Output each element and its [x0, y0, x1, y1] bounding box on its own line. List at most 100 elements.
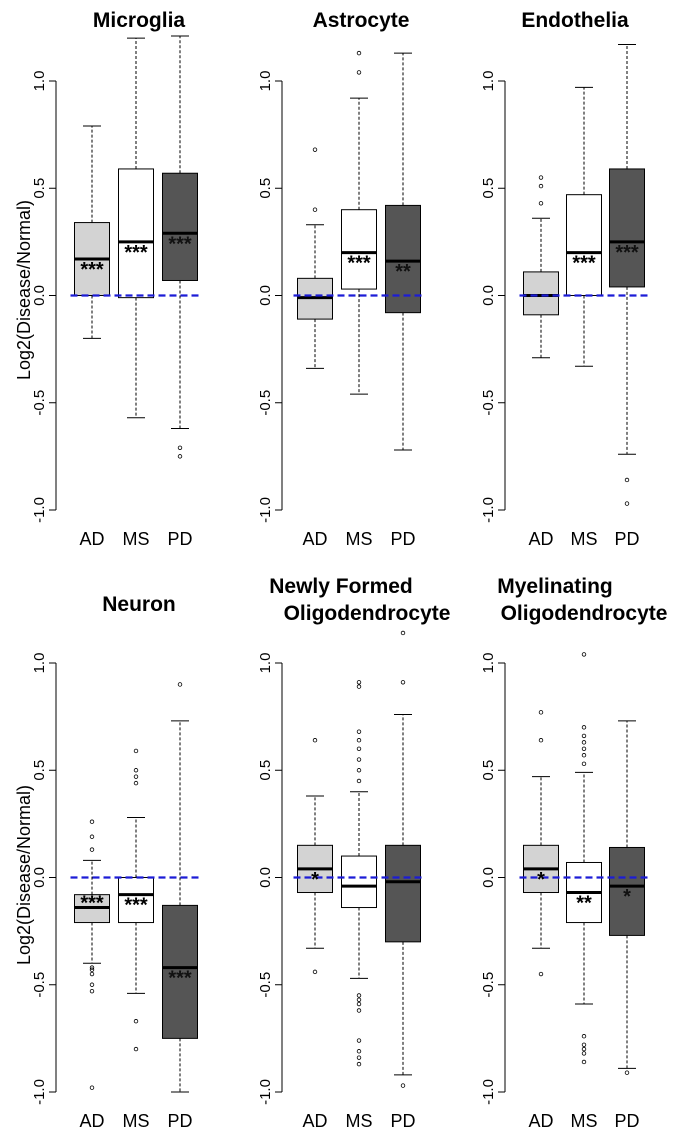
significance-label: **	[395, 261, 411, 283]
outlier-point	[581, 753, 587, 758]
panel-title: Astrocyte	[313, 9, 410, 32]
box-ms	[341, 855, 377, 909]
significance-label: ***	[80, 893, 104, 915]
outlier-point	[133, 780, 139, 786]
outlier-point	[89, 1085, 95, 1090]
panel-3: Neuron -1.0 -0.5 0.0 0.5 1.0 *** *** *** AD MS PD	[31, 593, 202, 1131]
x-category-label: AD	[302, 1111, 327, 1131]
outlier-point	[133, 1046, 139, 1052]
box-ms	[341, 209, 377, 290]
significance-label: ***	[615, 242, 639, 264]
x-category-label: MS	[123, 1111, 150, 1131]
y-axis-label-bottom: Log2(Disease/Normal)	[14, 785, 34, 965]
panel-0: Microglia -1.0 -0.5 0.0 0.5 1.0 *** *** *** AD MS P…	[31, 9, 202, 549]
significance-label: ***	[572, 253, 596, 275]
y-tick-label: -1.0	[31, 497, 48, 523]
y-tick-label: 1.0	[480, 71, 497, 92]
outlier-point	[89, 965, 95, 970]
x-category-label: AD	[528, 529, 553, 549]
outlier-point	[312, 147, 318, 152]
significance-label: **	[576, 893, 592, 915]
outlier-point	[356, 993, 362, 998]
y-tick-label: 1.0	[257, 653, 274, 674]
outlier-point	[312, 207, 318, 212]
y-tick-label: -1.0	[257, 1079, 274, 1105]
outlier-point	[356, 729, 362, 734]
outlier-point	[177, 454, 183, 459]
significance-label: ***	[347, 253, 371, 275]
outlier-point	[356, 1008, 362, 1013]
panel-title: Neuron	[102, 593, 176, 616]
outlier-point	[356, 746, 362, 751]
y-tick-label: 0.0	[257, 285, 274, 306]
y-tick-label: 0.0	[257, 867, 274, 888]
outlier-point	[538, 201, 544, 206]
y-tick-label: 1.0	[257, 71, 274, 92]
outlier-point	[581, 652, 587, 657]
outlier-point	[133, 748, 139, 754]
significance-label: ***	[124, 242, 148, 264]
y-tick-label: -1.0	[257, 497, 274, 523]
panel-title: Microglia	[93, 9, 186, 32]
panel-title: Oligodendrocyte	[284, 602, 451, 625]
y-tick-label: 0.0	[480, 285, 497, 306]
outlier-point	[356, 738, 362, 743]
y-tick-label: -0.5	[31, 972, 48, 998]
significance-label: ***	[80, 259, 104, 281]
x-category-label: MS	[123, 529, 150, 549]
y-tick-label: 0.5	[480, 760, 497, 781]
outlier-point	[89, 967, 95, 972]
outlier-point	[356, 1061, 362, 1067]
y-tick-label: 0.5	[31, 760, 48, 781]
y-tick-label: -0.5	[257, 972, 274, 998]
box-pd	[162, 172, 198, 281]
outlier-point	[624, 1070, 630, 1075]
y-tick-label: -1.0	[31, 1079, 48, 1105]
y-tick-label: 0.5	[31, 178, 48, 199]
outlier-point	[400, 630, 406, 636]
panel-title: Myelinating	[497, 575, 613, 598]
panel-1: Astrocyte-1.0-0.50.00.51.0*** **AD MS PD	[257, 9, 425, 549]
box-ms	[118, 877, 154, 924]
outlier-point	[538, 183, 544, 189]
outlier-point	[356, 1049, 362, 1054]
y-tick-label: 1.0	[31, 653, 48, 674]
outlier-point	[624, 477, 630, 483]
outlier-point	[356, 768, 362, 773]
panel-title: Oligodendrocyte	[501, 602, 668, 625]
y-tick-label: -0.5	[31, 390, 48, 416]
outlier-point	[356, 70, 362, 75]
outlier-point	[538, 175, 544, 180]
outlier-point	[312, 738, 318, 743]
box-pd	[609, 168, 645, 288]
outlier-point	[356, 997, 362, 1002]
outlier-point	[400, 1083, 406, 1088]
outlier-point	[133, 774, 139, 779]
outlier-point	[89, 847, 95, 852]
outlier-point	[538, 710, 544, 715]
x-category-label: PD	[614, 529, 639, 549]
significance-label: *	[623, 886, 631, 908]
x-category-label: PD	[167, 1111, 192, 1131]
outlier-point	[356, 50, 362, 56]
y-tick-label: -1.0	[480, 497, 497, 523]
outlier-point	[538, 971, 544, 977]
outlier-point	[581, 1059, 587, 1065]
outlier-point	[400, 680, 406, 685]
outlier-point	[356, 1055, 362, 1060]
x-category-label: PD	[390, 1111, 415, 1131]
y-tick-label: -0.5	[480, 390, 497, 416]
x-category-label: MS	[346, 1111, 373, 1131]
outlier-point	[356, 1001, 362, 1007]
y-tick-label: 0.5	[257, 178, 274, 199]
y-tick-label: 0.0	[480, 867, 497, 888]
outlier-point	[581, 733, 587, 739]
outlier-point	[581, 1034, 587, 1039]
y-tick-label: 1.0	[31, 71, 48, 92]
outlier-point	[356, 1038, 362, 1043]
outlier-point	[312, 969, 318, 975]
y-tick-label: 1.0	[480, 653, 497, 674]
outlier-point	[581, 740, 587, 745]
outlier-point	[133, 768, 139, 773]
outlier-point	[538, 738, 544, 743]
